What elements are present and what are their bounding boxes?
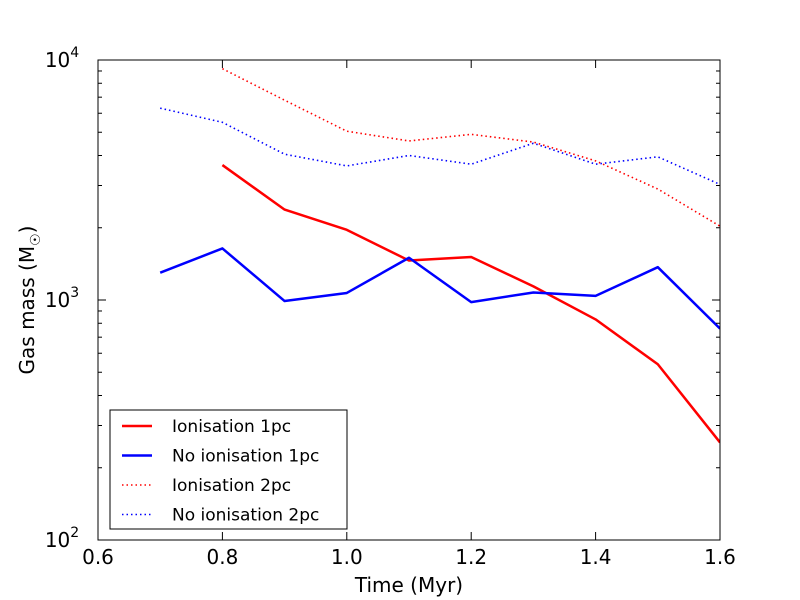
y-axis-label-close: ) — [15, 226, 39, 234]
y-axis-label-sub: ☉ — [28, 233, 44, 246]
legend-label: No ionisation 2pc — [172, 506, 319, 526]
x-tick-label: 1.2 — [455, 545, 487, 569]
legend-label: Ionisation 2pc — [172, 476, 291, 496]
x-tick-label: 1.4 — [580, 545, 612, 569]
legend-box — [109, 409, 348, 530]
legend: Ionisation 1pc No ionisation 1pc Ionisatio… — [109, 409, 348, 530]
y-tick-label: 104 — [45, 45, 79, 72]
series-line-ionisation-2pc — [222, 67, 720, 227]
series-line-ionisation-1pc — [221, 164, 720, 444]
x-axis-label: Time (Myr) — [354, 573, 463, 597]
y-axis-label: Gas mass (M☉) — [15, 226, 44, 375]
y-tick-label-exponent: 2 — [70, 525, 79, 541]
plot-frame — [97, 59, 721, 541]
series-group — [159, 67, 720, 444]
x-tick-label: 1.0 — [331, 545, 363, 569]
y-tick-label: 102 — [45, 525, 79, 552]
x-tick-label: 0.6 — [82, 545, 114, 569]
x-tick-label: 1.6 — [704, 545, 736, 569]
x-tick-labels: 0.6 0.8 1.0 1.2 1.4 1.6 — [82, 545, 736, 569]
y-tick-label-base: 10 — [45, 288, 70, 312]
legend-label: Ionisation 1pc — [172, 417, 291, 437]
y-tick-label-exponent: 3 — [70, 285, 79, 301]
x-tick-label: 0.8 — [206, 545, 238, 569]
y-tick-label: 103 — [45, 285, 79, 312]
series-line-no-ionisation-1pc — [159, 247, 720, 330]
y-tick-label-base: 10 — [45, 48, 70, 72]
legend-items: Ionisation 1pc No ionisation 1pc Ionisatio… — [122, 417, 319, 526]
y-tick-label-exponent: 4 — [70, 45, 79, 61]
y-tick-label-base: 10 — [45, 528, 70, 552]
legend-label: No ionisation 1pc — [172, 447, 319, 467]
y-axis-label-main: Gas mass (M — [15, 246, 39, 375]
